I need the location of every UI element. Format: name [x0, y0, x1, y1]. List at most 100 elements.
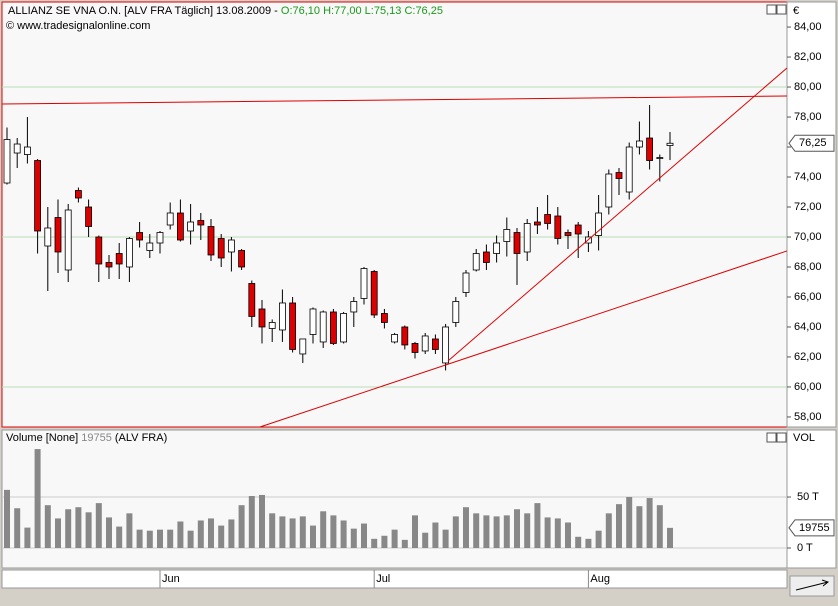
volume-bar [575, 536, 582, 549]
candle-body [503, 229, 511, 242]
volume-bar [432, 522, 439, 549]
candle-body [646, 137, 654, 161]
volume-bar [259, 494, 266, 549]
close-button[interactable] [776, 4, 787, 15]
candle-body [85, 206, 92, 227]
volume-bar [401, 539, 408, 549]
y-tick-label: 72,00 [794, 201, 822, 213]
last-marker [788, 134, 835, 152]
candle-body [258, 308, 266, 328]
trendline [259, 250, 788, 428]
trendline [1, 95, 788, 105]
volume-bar [595, 530, 602, 549]
y-tick-label: 84,00 [794, 21, 822, 33]
candle-body [370, 271, 378, 316]
volume-bar [44, 505, 51, 549]
volume-bar [289, 518, 296, 549]
candle-body [421, 335, 429, 352]
volume-bar [585, 538, 592, 549]
candle-body [391, 334, 399, 343]
candle-body [432, 338, 439, 350]
currency: € [793, 5, 799, 17]
last-marker-label: 19755 [799, 522, 830, 534]
date-axis [1, 569, 788, 589]
candle-body [289, 302, 297, 350]
candle-body [44, 227, 52, 247]
close-button[interactable] [776, 432, 787, 443]
candle-body [544, 214, 552, 224]
volume-bar [330, 515, 337, 549]
volume-bar [197, 520, 204, 549]
candle-body [166, 212, 174, 226]
volume-bar [554, 518, 561, 549]
restore-button[interactable] [766, 432, 777, 443]
candle-body [493, 242, 501, 254]
volume-bar [187, 530, 194, 549]
candle-body [513, 232, 521, 254]
volume-bar [3, 489, 10, 549]
candle-body [125, 238, 133, 268]
candle-body [442, 326, 450, 364]
volume-bar [371, 538, 378, 549]
volume-bar [422, 532, 429, 549]
y-tick-label: 80,00 [794, 81, 822, 93]
last-marker-label: 76,25 [799, 137, 827, 149]
restore-button[interactable] [766, 4, 777, 15]
candle-body [554, 215, 562, 239]
volume-bar [248, 495, 255, 549]
volume-bar [177, 521, 184, 549]
y-tick-label: 78,00 [794, 111, 822, 123]
y-tick-label: 60,00 [794, 381, 822, 393]
volume-bar [350, 528, 357, 549]
volume-bar [238, 505, 245, 549]
candle-body [13, 143, 21, 154]
candle-body [238, 250, 246, 268]
last-marker [788, 519, 835, 537]
price-panel [1, 1, 788, 428]
candle-body [350, 301, 358, 313]
volume-bar [85, 512, 92, 549]
volume-bar [34, 449, 41, 549]
scroll-arrow [795, 579, 830, 591]
candle-body [534, 221, 541, 226]
candle-body [605, 173, 613, 208]
trendline [447, 67, 788, 362]
volume-bar [565, 522, 572, 549]
candle-body [360, 268, 368, 299]
volume-bar [299, 516, 306, 549]
candle-body [228, 239, 235, 253]
y-tick-label: 82,00 [794, 51, 822, 63]
candle-body [115, 253, 123, 265]
y-tick-label: 62,00 [794, 351, 822, 363]
candle-body [523, 223, 531, 253]
volume-bar [544, 517, 551, 549]
volume-bar [310, 525, 317, 549]
volume-bar [95, 503, 102, 549]
candle-body [636, 140, 643, 148]
candle-body [95, 236, 103, 265]
title: ALLIANZ SE VNA O.N. [ALV FRA Täglich] 13… [8, 5, 278, 17]
volume-bar [524, 513, 531, 549]
candle-body [574, 224, 582, 235]
candle-body [595, 212, 603, 236]
chart-title: ALLIANZ SE VNA O.N. [ALV FRA Täglich] 13… [8, 5, 443, 17]
candle-body [197, 220, 205, 226]
volume-bar [646, 498, 653, 549]
candle-body [411, 343, 419, 353]
candle-body [319, 311, 327, 343]
volume-bar [146, 530, 153, 549]
volume-bar [105, 517, 112, 549]
volume-bar [626, 497, 633, 549]
price-axis [786, 1, 837, 428]
candle-body [74, 190, 82, 199]
volume-bar [228, 519, 235, 549]
volume-bar [65, 509, 72, 549]
candle-body [268, 322, 276, 329]
candle-body [340, 313, 348, 343]
volume-bar [116, 526, 123, 549]
candle-body [666, 142, 674, 146]
candle-body [54, 217, 62, 253]
volume-bar [54, 518, 61, 549]
volume-bar [126, 513, 133, 549]
volume-bar [534, 503, 541, 549]
